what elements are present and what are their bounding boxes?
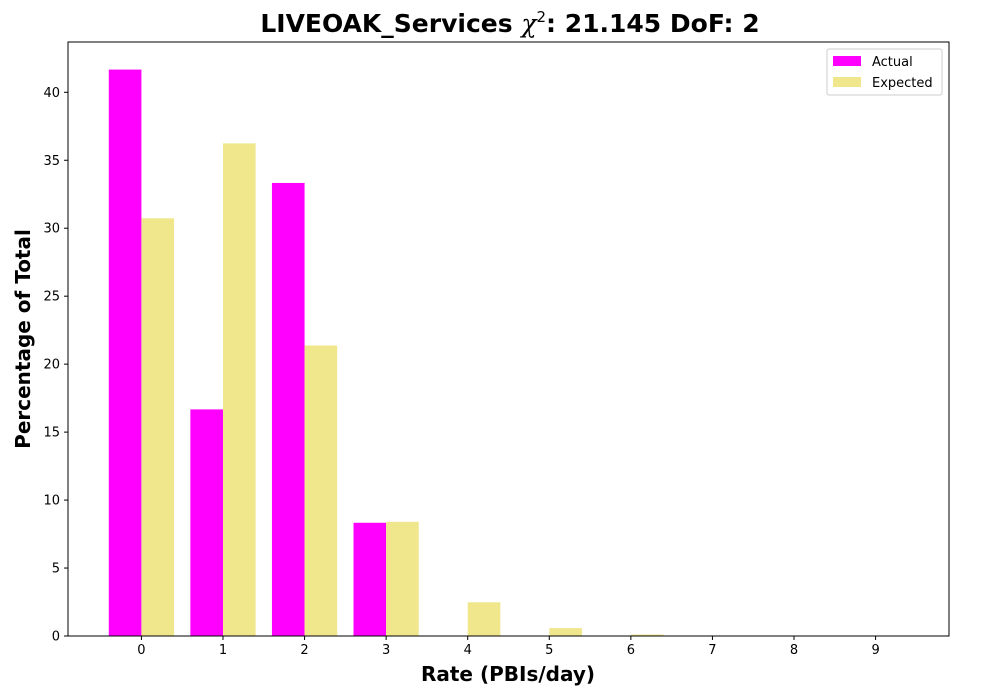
x-tick-label: 4 — [464, 643, 472, 658]
x-tick-label: 0 — [137, 643, 145, 658]
x-axis-label: Rate (PBIs/day) — [421, 662, 595, 686]
y-tick-label: 40 — [43, 86, 60, 101]
y-tick-label: 35 — [43, 154, 60, 169]
y-axis-label: Percentage of Total — [11, 229, 35, 449]
x-tick-label: 7 — [708, 643, 716, 658]
chart-title-chi-symbol: χ — [519, 9, 538, 38]
x-tick-label: 5 — [545, 643, 553, 658]
legend-swatch-expected — [833, 77, 861, 87]
chart-title-suffix: : 21.145 DoF: 2 — [546, 9, 760, 38]
legend: Actual Expected — [827, 49, 942, 95]
bar-actual-3 — [354, 523, 387, 636]
x-tick-label: 3 — [382, 643, 390, 658]
y-tick-label: 0 — [52, 630, 60, 645]
bar-actual-0 — [109, 70, 142, 636]
bar-actual-1 — [190, 409, 223, 636]
bar-expected-3 — [386, 522, 419, 636]
x-tick-label: 6 — [627, 643, 635, 658]
y-tick-label: 20 — [43, 358, 60, 373]
chart-title-prefix: LIVEOAK_Services — [260, 9, 521, 38]
x-tick-label: 9 — [871, 643, 879, 658]
x-tick-label: 8 — [790, 643, 798, 658]
chart-title: LIVEOAK_Services χ2: 21.145 DoF: 2 — [260, 8, 759, 38]
legend-label-actual: Actual — [872, 55, 913, 70]
legend-swatch-actual — [833, 56, 861, 66]
y-tick-label: 10 — [43, 494, 60, 509]
y-tick-label: 30 — [43, 222, 60, 237]
legend-label-expected: Expected — [872, 76, 933, 91]
chart-title-chi-exponent: 2 — [536, 8, 546, 26]
bar-actual-2 — [272, 183, 305, 636]
y-tick-label: 5 — [52, 562, 60, 577]
bar-expected-5 — [549, 628, 582, 636]
y-tick-label: 15 — [43, 426, 60, 441]
bar-expected-0 — [141, 218, 174, 636]
x-tick-label: 1 — [219, 643, 227, 658]
bar-expected-4 — [468, 602, 501, 636]
y-tick-label: 25 — [43, 290, 60, 305]
bar-expected-1 — [223, 143, 256, 636]
bar-expected-2 — [305, 346, 338, 636]
x-tick-label: 2 — [300, 643, 308, 658]
